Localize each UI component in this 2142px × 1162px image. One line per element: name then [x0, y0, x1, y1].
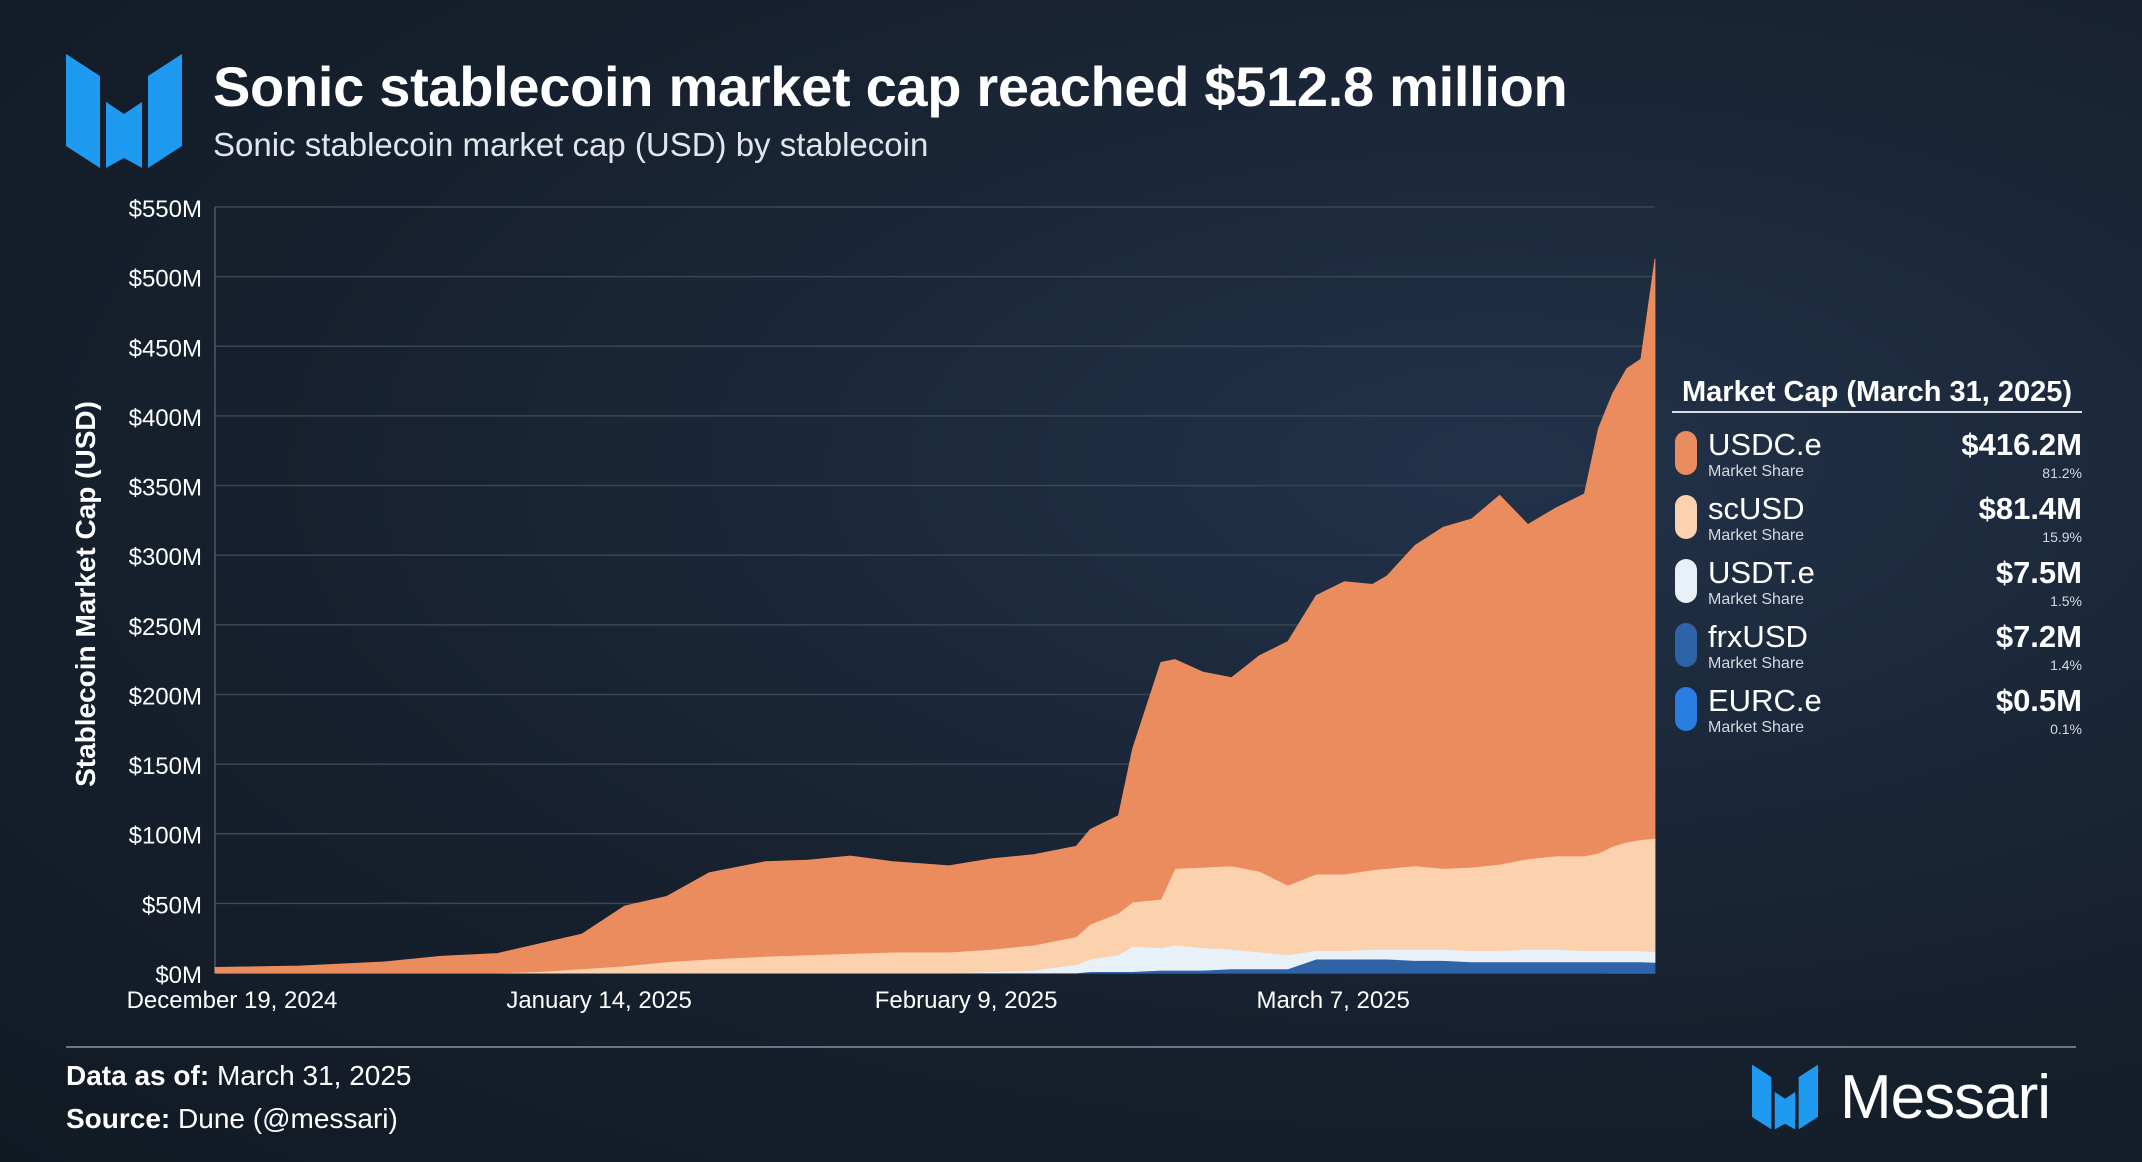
legend-market-share-label: Market Share [1708, 527, 1805, 544]
legend-share: 15.9% [2042, 529, 2082, 545]
source-line: Source: Dune (@messari) [66, 1103, 398, 1135]
legend-swatch [1675, 623, 1697, 667]
x-axis-ticks: December 19, 2024 January 14, 2025 Februar… [127, 987, 1410, 1014]
x-tick-label: January 14, 2025 [506, 987, 691, 1014]
legend-swatch [1675, 495, 1697, 539]
legend-value: $416.2M [1961, 427, 2082, 462]
y-tick-label: $400M [129, 405, 202, 432]
y-tick-label: $0M [155, 962, 202, 989]
messari-brand-icon [1752, 1064, 1818, 1130]
legend-title: Market Cap (March 31, 2025) [1672, 372, 2082, 413]
legend-swatch [1675, 559, 1697, 603]
legend-market-share-label: Market Share [1708, 463, 1805, 480]
legend-items: USDC.e Market Share $416.2M 81.2% scUSD Marke… [1672, 413, 2082, 737]
legend-item: USDT.e Market Share $7.5M 1.5% [1672, 541, 2082, 609]
y-tick-label: $200M [129, 683, 202, 710]
data-as-of-label: Data as of: [66, 1060, 210, 1091]
legend-series-name: USDT.e [1708, 555, 1815, 590]
legend-item: frxUSD Market Share $7.2M 1.4% [1672, 605, 2082, 673]
area-series-usdc-e [214, 258, 1656, 974]
legend-value: $7.5M [1995, 555, 2082, 590]
y-axis-label: Stablecoin Market Cap (USD) [70, 401, 101, 787]
x-tick-label: March 7, 2025 [1256, 987, 1409, 1014]
chart-areas [214, 258, 1656, 974]
legend-item: scUSD Market Share $81.4M 15.9% [1672, 477, 2082, 545]
legend: Market Cap (March 31, 2025) USDC.e Market… [1672, 372, 2082, 737]
source-value: Dune (@messari) [178, 1103, 398, 1134]
y-tick-label: $50M [142, 892, 202, 919]
y-tick-label: $500M [129, 266, 202, 293]
y-tick-label: $150M [129, 753, 202, 780]
legend-share: 81.2% [2042, 465, 2082, 481]
y-tick-label: $250M [129, 614, 202, 641]
legend-share: 1.4% [2050, 657, 2082, 673]
page-title: Sonic stablecoin market cap reached $512… [213, 55, 1568, 118]
legend-market-share-label: Market Share [1708, 655, 1805, 672]
legend-series-name: USDC.e [1708, 427, 1822, 462]
legend-item: EURC.e Market Share $0.5M 0.1% [1672, 669, 2082, 737]
legend-series-name: frxUSD [1708, 619, 1808, 654]
x-tick-label: December 19, 2024 [127, 987, 338, 1014]
legend-market-share-label: Market Share [1708, 591, 1805, 608]
y-tick-label: $300M [129, 544, 202, 571]
y-axis-ticks: $0M $50M $100M $150M $200M $250M $300M $350M $40… [129, 196, 202, 989]
stacked-area-chart: $0M $50M $100M $150M $200M $250M $300M $350M $40… [70, 196, 1656, 1014]
legend-swatch [1675, 431, 1697, 475]
x-tick-label: February 9, 2025 [875, 987, 1058, 1014]
legend-value: $81.4M [1978, 491, 2082, 526]
footer-divider [66, 1046, 2076, 1048]
data-as-of-value: March 31, 2025 [216, 1060, 412, 1091]
legend-item: USDC.e Market Share $416.2M 81.2% [1672, 413, 2082, 481]
data-as-of: Data as of: March 31, 2025 [66, 1060, 412, 1092]
page-subtitle: Sonic stablecoin market cap (USD) by sta… [213, 126, 929, 163]
legend-value: $7.2M [1995, 619, 2082, 654]
messari-logo-icon [66, 54, 182, 168]
legend-share: 0.1% [2050, 721, 2082, 737]
legend-swatch [1675, 687, 1697, 731]
legend-series-name: scUSD [1708, 491, 1805, 526]
brand-name: Messari [1840, 1063, 2051, 1132]
y-tick-label: $550M [129, 196, 202, 223]
legend-market-share-label: Market Share [1708, 719, 1805, 736]
y-tick-label: $100M [129, 823, 202, 850]
legend-series-name: EURC.e [1708, 683, 1822, 718]
legend-share: 1.5% [2050, 593, 2082, 609]
y-tick-label: $350M [129, 475, 202, 502]
y-tick-label: $450M [129, 335, 202, 362]
source-label: Source: [66, 1103, 171, 1134]
legend-value: $0.5M [1995, 683, 2082, 718]
